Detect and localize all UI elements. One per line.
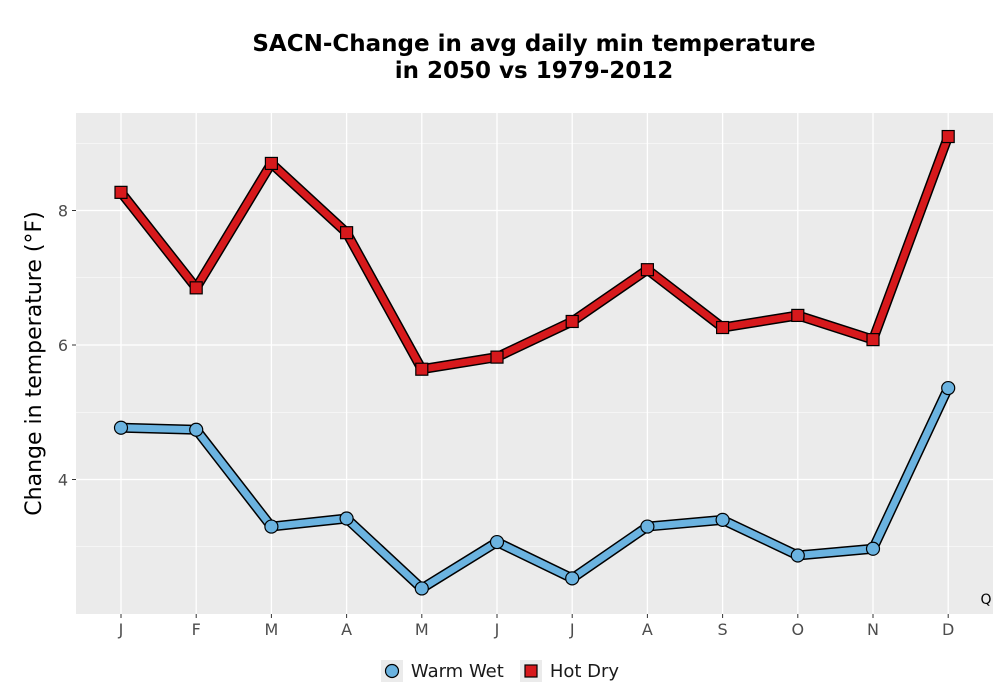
data-point-hot-dry	[415, 362, 429, 376]
chart-title-line-2: in 2050 vs 1979-2012	[394, 58, 674, 84]
legend-key-circle	[380, 660, 403, 682]
y-tick-label: 4	[58, 471, 68, 490]
x-tick-label: S	[718, 620, 728, 639]
legend-label-warm-wet: Warm Wet	[410, 660, 504, 682]
x-tick-label: O	[792, 620, 805, 639]
data-point-hot-dry	[715, 320, 730, 335]
data-point-warm-wet	[640, 519, 655, 534]
data-point-hot-dry	[791, 308, 805, 323]
data-point-hot-dry	[340, 226, 354, 240]
legend-key-square	[519, 660, 542, 682]
x-tick-label: A	[341, 620, 352, 639]
data-point-hot-dry	[189, 281, 203, 295]
data-point-hot-dry	[264, 156, 278, 171]
data-point-warm-wet	[189, 422, 204, 437]
data-point-hot-dry	[640, 263, 655, 277]
data-point-hot-dry	[490, 350, 504, 364]
legend-item-warm-wet: Warm Wet	[380, 660, 504, 682]
data-point-hot-dry	[565, 314, 579, 329]
data-point-hot-dry	[866, 333, 880, 347]
x-tick-label: N	[867, 620, 879, 639]
data-point-warm-wet	[264, 519, 279, 534]
chart-title-line-1: SACN-Change in avg daily min temperature	[252, 31, 816, 57]
y-axis-label: Change in temperature (°F)	[22, 211, 47, 515]
legend: Warm Wet Hot Dry	[0, 660, 1000, 682]
data-point-warm-wet	[865, 541, 881, 556]
data-point-warm-wet	[565, 571, 580, 586]
data-point-hot-dry	[941, 129, 955, 144]
data-point-hot-dry	[114, 185, 128, 199]
x-tick-label: D	[942, 620, 954, 639]
data-point-warm-wet	[339, 511, 354, 526]
x-tick-label: J	[569, 620, 575, 639]
x-tick-label: M	[415, 620, 429, 639]
data-point-warm-wet	[113, 420, 129, 435]
data-point-warm-wet	[941, 380, 956, 396]
corner-annotation: Q	[980, 592, 991, 608]
x-tick-label: F	[192, 620, 201, 639]
data-point-warm-wet	[715, 512, 730, 527]
y-tick-label: 6	[58, 336, 68, 355]
x-tick-label: J	[494, 620, 500, 639]
chart-title: SACN-Change in avg daily min temperature…	[75, 31, 993, 85]
legend-label-hot-dry: Hot Dry	[549, 660, 620, 682]
plot-panel	[76, 113, 993, 614]
y-tick-label: 8	[58, 202, 68, 221]
x-tick-label: A	[642, 620, 653, 639]
x-tick-label: M	[264, 620, 278, 639]
data-point-warm-wet	[790, 548, 805, 563]
data-point-warm-wet	[414, 581, 429, 596]
x-tick-label: J	[118, 620, 124, 639]
data-point-warm-wet	[489, 534, 505, 550]
legend-item-hot-dry: Hot Dry	[519, 660, 620, 682]
series-line-warm-wet	[117, 384, 952, 592]
series-line-hot-dry	[117, 133, 952, 373]
